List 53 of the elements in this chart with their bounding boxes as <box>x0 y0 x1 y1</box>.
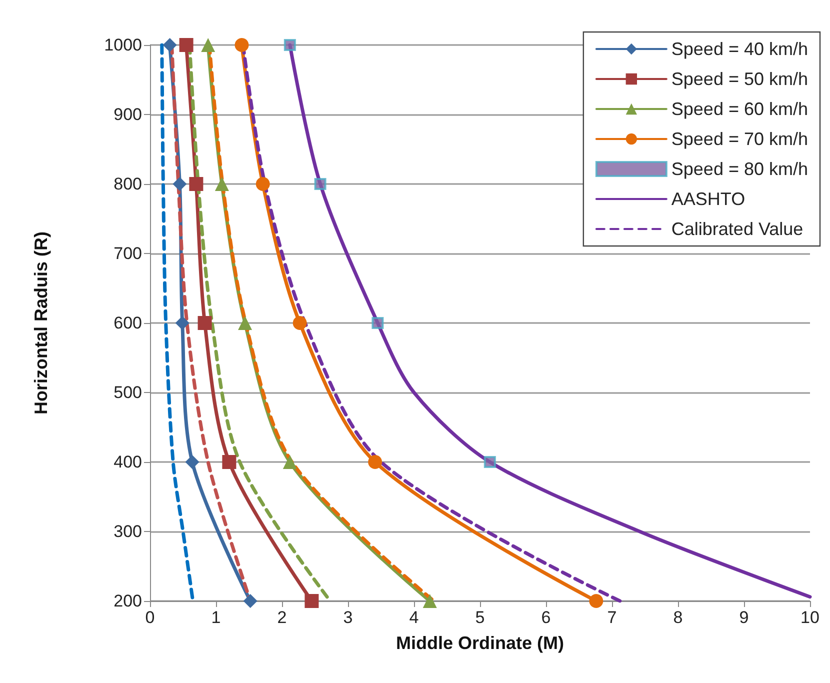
legend-label: Speed = 50 km/h <box>671 69 808 89</box>
point <box>372 317 384 329</box>
point <box>198 316 212 330</box>
point <box>234 38 249 52</box>
x-tick-label: 5 <box>475 608 485 627</box>
y-tick-label: 700 <box>114 244 142 263</box>
point <box>222 455 236 469</box>
x-tick-label: 1 <box>211 608 221 627</box>
x-tick-label: 4 <box>409 608 419 627</box>
y-tick-label: 1000 <box>104 36 142 54</box>
point <box>589 594 604 608</box>
x-tick-label: 7 <box>607 608 617 627</box>
x-axis-title: Middle Ordinate (M) <box>396 633 564 653</box>
x-tick-label: 0 <box>145 608 155 627</box>
point <box>368 455 382 469</box>
point <box>422 594 437 608</box>
y-tick-label: 800 <box>114 174 142 194</box>
legend-label: AASHTO <box>671 189 746 209</box>
point <box>189 177 204 191</box>
y-tick-label: 300 <box>114 522 142 541</box>
point <box>201 38 216 52</box>
point <box>214 177 229 191</box>
point <box>185 455 200 469</box>
point <box>243 594 258 608</box>
legend-label: Speed = 40 km/h <box>671 39 808 59</box>
x-tick-label: 6 <box>541 608 551 627</box>
point <box>162 38 177 52</box>
point <box>256 177 270 191</box>
y-axis-title: Horizontal Raduis (R) <box>31 231 51 414</box>
x-tick-label: 9 <box>739 608 749 627</box>
point <box>284 39 296 51</box>
point <box>175 316 190 330</box>
x-tick-label: 10 <box>800 608 820 627</box>
x-tick-label: 8 <box>673 608 683 627</box>
legend-label: Speed = 70 km/h <box>671 129 808 149</box>
point <box>292 316 307 330</box>
x-tick-label: 3 <box>343 608 353 627</box>
point <box>304 594 319 608</box>
point <box>179 38 194 52</box>
y-tick-label: 400 <box>114 452 142 472</box>
point <box>238 316 252 330</box>
legend-label: Calibrated Value <box>671 219 804 239</box>
legend-label: Speed = 60 km/h <box>671 99 808 119</box>
point <box>484 456 496 468</box>
legend-label: Speed = 80 km/h <box>671 159 808 179</box>
y-tick-label: 900 <box>114 105 142 124</box>
y-tick-label: 500 <box>114 383 142 402</box>
point <box>314 178 326 190</box>
point <box>172 177 187 191</box>
point <box>282 455 297 469</box>
y-tick-label: 600 <box>114 314 142 332</box>
x-tick-label: 2 <box>277 608 287 627</box>
y-tick-label: 200 <box>114 592 142 610</box>
